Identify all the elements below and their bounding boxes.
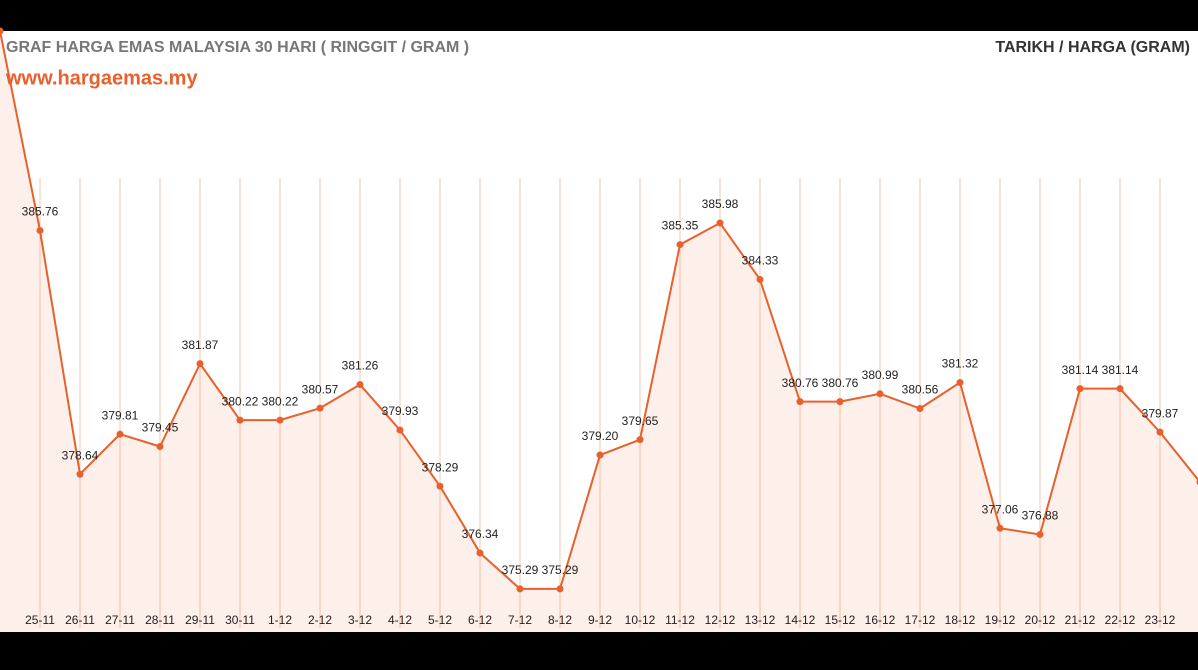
value-label: 381.32: [942, 357, 979, 371]
value-label: 380.57: [302, 382, 339, 396]
x-tick-label: 12-12: [705, 613, 736, 627]
value-label: 378.29: [422, 460, 459, 474]
x-tick-label: 30-11: [225, 613, 255, 627]
point: [1036, 530, 1044, 538]
value-label: 385.76: [22, 205, 59, 219]
point: [796, 398, 804, 406]
value-label: 379.81: [102, 408, 139, 422]
point: [716, 219, 724, 227]
x-tick-label: 9-12: [588, 613, 612, 627]
point: [436, 482, 444, 490]
x-tick-label: 27-11: [105, 613, 135, 627]
point: [156, 442, 164, 450]
value-label: 378.64: [62, 448, 99, 462]
value-label: 381.14: [1062, 363, 1099, 377]
x-tick-label: 18-12: [945, 613, 976, 627]
value-label: 381.87: [182, 338, 219, 352]
point: [276, 416, 284, 424]
value-label: 380.22: [222, 394, 259, 408]
x-tick-label: 21-12: [1065, 613, 1096, 627]
x-tick-label: 13-12: [745, 613, 776, 627]
value-label: 381.26: [342, 359, 379, 373]
x-tick-label: 4-12: [388, 613, 412, 627]
point: [1116, 385, 1124, 393]
x-tick-label: 23-12: [1145, 613, 1176, 627]
point: [836, 398, 844, 406]
x-tick-label: 2-12: [308, 613, 332, 627]
point: [676, 241, 684, 249]
point: [516, 585, 524, 593]
chart-title: GRAF HARGA EMAS MALAYSIA 30 HARI ( RINGG…: [6, 39, 469, 56]
x-tick-label: 5-12: [428, 613, 452, 627]
point: [196, 360, 204, 368]
point: [636, 436, 644, 444]
point: [76, 470, 84, 478]
point: [916, 405, 924, 413]
value-label: 376.34: [462, 527, 499, 541]
x-tick-label: 17-12: [905, 613, 936, 627]
point: [116, 430, 124, 438]
value-label: 376.88: [1022, 509, 1059, 523]
x-tick-label: 15-12: [825, 613, 856, 627]
point: [756, 275, 764, 283]
point: [876, 390, 884, 398]
x-tick-label: 14-12: [785, 613, 816, 627]
value-label: 380.22: [262, 394, 299, 408]
annotation: TARIKH / HARGA (GRAM): [995, 39, 1190, 56]
value-label: 377.06: [982, 502, 1019, 516]
point: [956, 378, 964, 386]
value-label: 381.14: [1102, 363, 1139, 377]
x-tick-label: 11-12: [665, 613, 695, 627]
x-tick-label: 19-12: [985, 613, 1016, 627]
x-tick-label: 25-11: [25, 613, 55, 627]
point: [316, 404, 324, 412]
x-tick-label: 26-11: [65, 613, 95, 627]
chart-subtitle: www.hargaemas.my: [5, 67, 198, 89]
value-label: 384.33: [742, 254, 779, 268]
value-label: 380.76: [782, 376, 819, 390]
value-label: 380.76: [822, 376, 859, 390]
x-tick-label: 7-12: [508, 613, 532, 627]
value-label: 379.65: [622, 414, 659, 428]
x-tick-label: 29-11: [185, 613, 215, 627]
point: [596, 451, 604, 459]
point: [396, 426, 404, 434]
value-label: 379.93: [382, 404, 419, 418]
point: [1076, 385, 1084, 393]
x-tick-label: 28-11: [145, 613, 175, 627]
area: [0, 31, 1198, 632]
point: [476, 549, 484, 557]
value-label: 380.99: [862, 368, 899, 382]
point: [36, 227, 44, 235]
x-tick-label: 16-12: [865, 613, 896, 627]
value-label: 380.56: [902, 383, 939, 397]
x-tick-label: 10-12: [625, 613, 656, 627]
value-label: 375.29: [502, 563, 539, 577]
x-tick-label: 3-12: [348, 613, 372, 627]
value-label: 385.35: [662, 219, 699, 233]
x-tick-label: 1-12: [268, 613, 292, 627]
value-label: 379.87: [1142, 406, 1179, 420]
value-label: 375.29: [542, 563, 579, 577]
value-label: 385.98: [702, 197, 739, 211]
point: [0, 27, 4, 35]
point: [1156, 428, 1164, 436]
point: [356, 381, 364, 389]
x-tick-label: 6-12: [468, 613, 492, 627]
value-label: 379.20: [582, 429, 619, 443]
point: [556, 585, 564, 593]
point: [996, 524, 1004, 532]
x-tick-label: 22-12: [1105, 613, 1136, 627]
point: [236, 416, 244, 424]
value-label: 379.45: [142, 421, 179, 435]
x-tick-label: 8-12: [548, 613, 572, 627]
x-tick-label: 20-12: [1025, 613, 1056, 627]
